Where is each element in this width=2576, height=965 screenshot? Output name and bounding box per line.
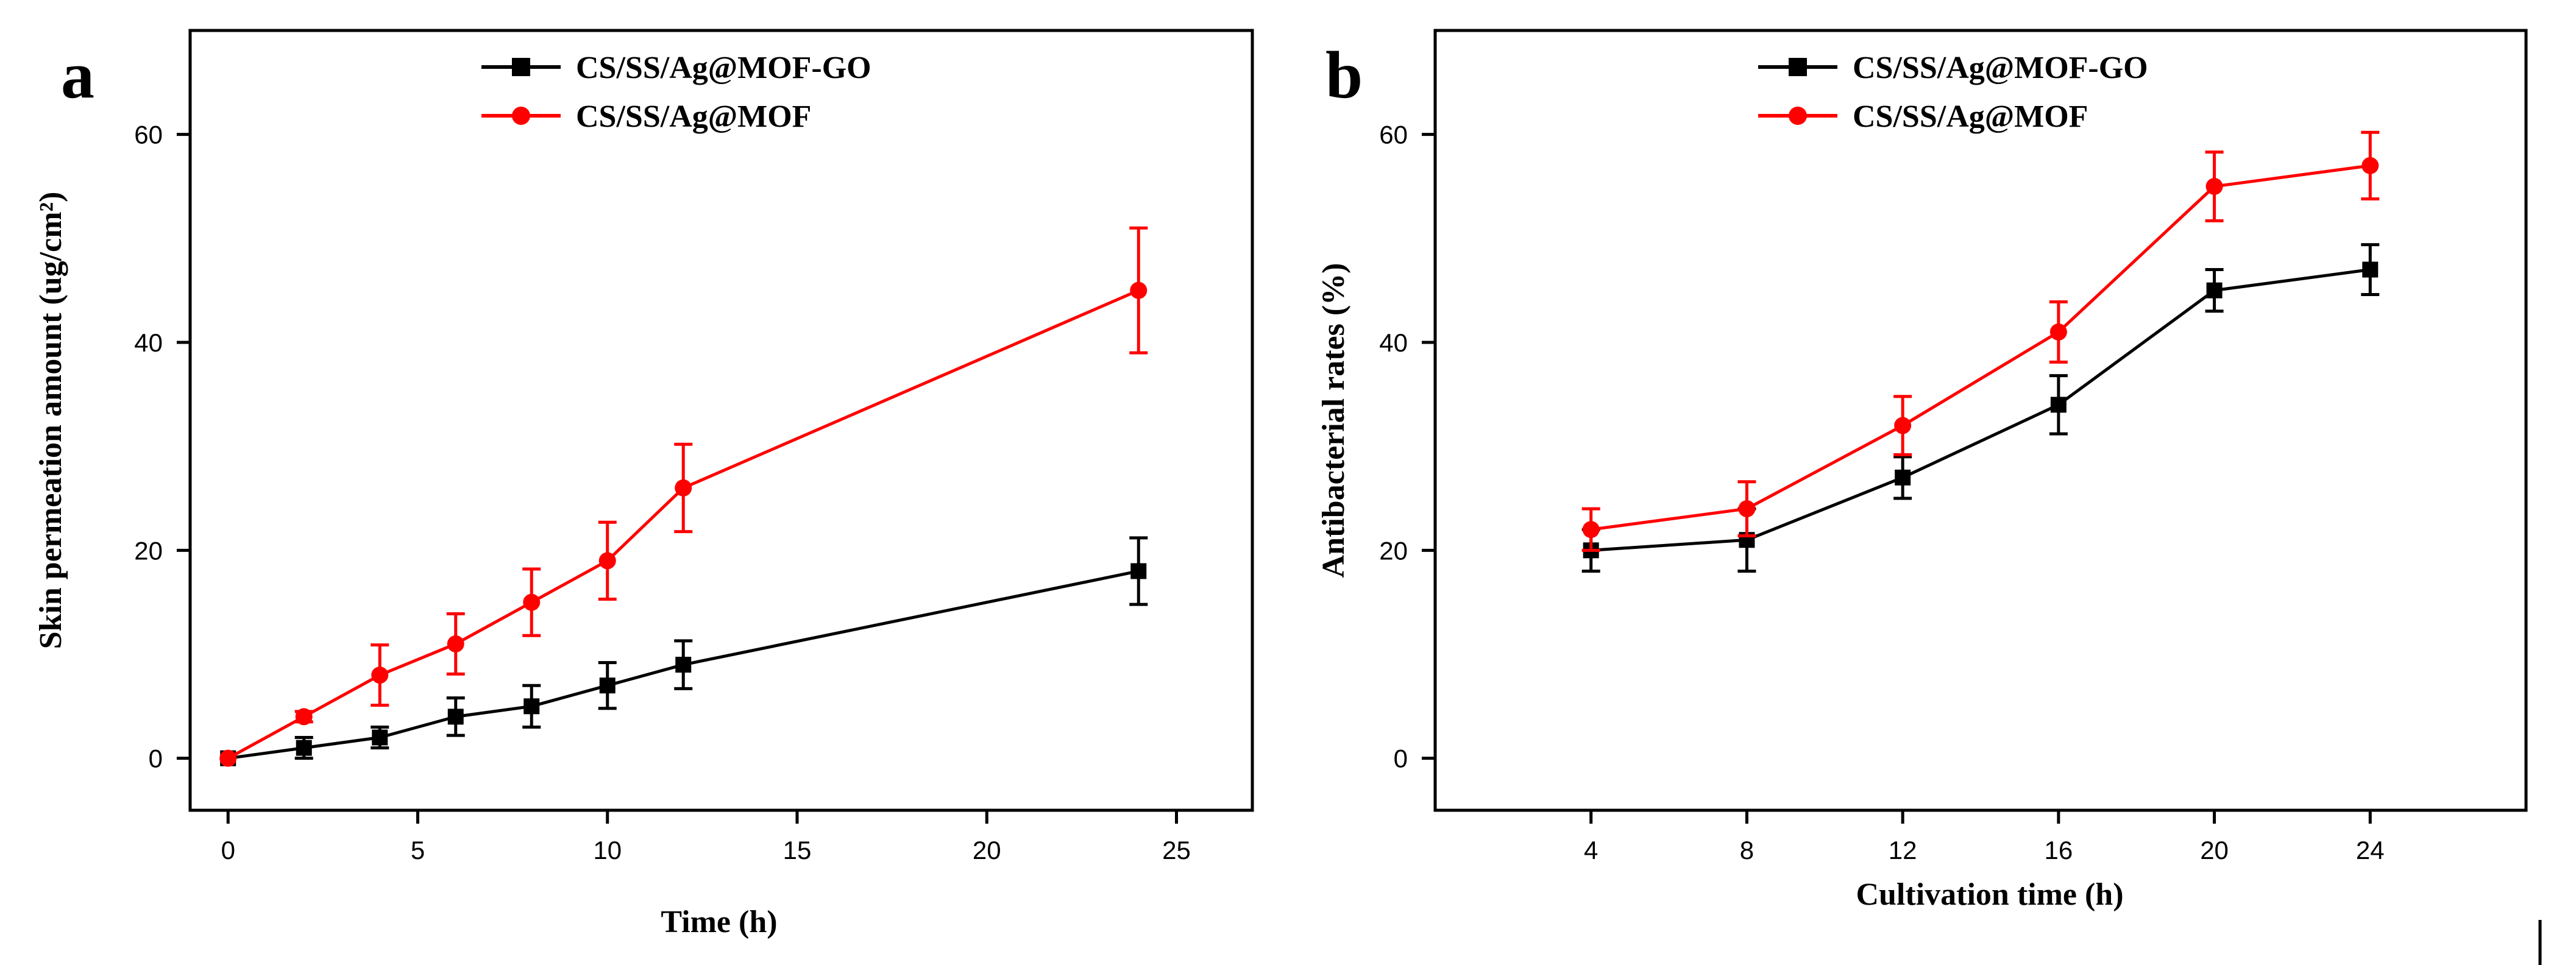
series-line bbox=[1591, 268, 2371, 552]
data-point bbox=[1582, 521, 1600, 539]
legend-square-marker bbox=[1789, 58, 1807, 76]
legend-label-mof: CS/SS/Ag@MOF bbox=[1853, 99, 2088, 134]
panel-b-legend-item-2: CS/SS/Ag@MOF bbox=[1758, 99, 2088, 134]
y-tick-label: 40 bbox=[1379, 328, 1408, 357]
y-tick-label: 40 bbox=[134, 328, 163, 357]
legend-circle-marker bbox=[1789, 107, 1807, 125]
data-point bbox=[371, 666, 389, 684]
x-tick-label: 12 bbox=[1889, 836, 1917, 864]
y-tick-label: 60 bbox=[134, 121, 163, 149]
panel-a-series bbox=[219, 226, 1148, 767]
series-line bbox=[1591, 164, 2371, 531]
legend-square-marker bbox=[512, 58, 530, 76]
y-tick-label: 0 bbox=[1394, 744, 1408, 773]
data-point bbox=[2362, 261, 2379, 278]
x-tick-label: 4 bbox=[1584, 836, 1598, 864]
data-point bbox=[523, 593, 541, 611]
panel-b-y-axis-title: Antibacterial rates (%) bbox=[1316, 263, 1351, 578]
legend-circle-marker bbox=[512, 107, 530, 125]
x-tick-label: 5 bbox=[411, 836, 425, 864]
data-point bbox=[2049, 323, 2067, 341]
series-mof-go bbox=[1581, 243, 2380, 573]
legend-label-mof: CS/SS/Ag@MOF bbox=[576, 99, 811, 134]
legend-label-mof-go: CS/SS/Ag@MOF-GO bbox=[1853, 51, 2148, 85]
panel-a-legend-item-1: CS/SS/Ag@MOF-GO bbox=[481, 51, 871, 85]
series-mof-go bbox=[220, 536, 1148, 766]
data-point bbox=[523, 698, 540, 715]
x-tick-label: 15 bbox=[783, 836, 812, 864]
x-tick-label: 8 bbox=[1740, 836, 1754, 864]
series-line bbox=[227, 289, 1140, 760]
data-point bbox=[447, 635, 464, 652]
legend-label-mof-go: CS/SS/Ag@MOF-GO bbox=[576, 51, 871, 85]
panel-b-plot-frame bbox=[1433, 29, 2528, 812]
x-tick-label: 25 bbox=[1162, 836, 1191, 864]
y-tick-label: 20 bbox=[134, 536, 163, 565]
series-line bbox=[227, 570, 1139, 760]
data-point bbox=[1895, 469, 1911, 486]
panel-a-legend: CS/SS/Ag@MOF-GO CS/SS/Ag@MOF bbox=[481, 51, 871, 134]
data-point bbox=[675, 479, 692, 497]
panel-b-series bbox=[1581, 130, 2380, 573]
panel-a-letter: a bbox=[61, 38, 94, 112]
x-tick-label: 24 bbox=[2356, 836, 2385, 864]
panel-b: b 4 8 12 16 20 24 0 20 40 60 CS/SS/Ag@MOF-GO CS/S… bbox=[1316, 29, 2528, 912]
data-point bbox=[219, 749, 237, 767]
panel-a-y-axis-title: Skin permeation amount (ug/cm²) bbox=[34, 192, 68, 649]
data-point bbox=[599, 677, 616, 694]
data-point bbox=[2206, 282, 2223, 299]
data-point bbox=[2050, 397, 2067, 413]
panel-a: a 0 5 10 15 20 25 0 20 40 60 CS/SS/Ag@MOF-GO CS/S… bbox=[34, 29, 1254, 939]
data-point bbox=[447, 709, 464, 725]
series-mof bbox=[219, 226, 1148, 767]
x-tick-label: 0 bbox=[221, 836, 235, 864]
data-point bbox=[295, 708, 313, 726]
data-point bbox=[296, 740, 312, 756]
x-tick-label: 16 bbox=[2044, 836, 2073, 864]
y-tick-label: 20 bbox=[1379, 536, 1408, 565]
x-tick-label: 10 bbox=[593, 836, 622, 864]
data-point bbox=[675, 657, 692, 673]
panel-a-x-axis-title: Time (h) bbox=[661, 905, 777, 939]
panel-a-legend-item-2: CS/SS/Ag@MOF bbox=[481, 99, 811, 134]
x-tick-label: 20 bbox=[973, 836, 1001, 864]
y-tick-label: 0 bbox=[149, 744, 163, 773]
panel-b-x-axis-title: Cultivation time (h) bbox=[1856, 877, 2123, 912]
panel-b-ticks: 4 8 12 16 20 24 0 20 40 60 bbox=[1379, 121, 2384, 864]
data-point bbox=[598, 552, 616, 570]
y-tick-label: 60 bbox=[1379, 121, 1408, 149]
data-point bbox=[1130, 563, 1147, 579]
panel-b-legend-item-1: CS/SS/Ag@MOF-GO bbox=[1758, 51, 2148, 85]
data-point bbox=[1130, 281, 1148, 299]
panel-a-plot-frame bbox=[188, 29, 1254, 812]
data-point bbox=[372, 729, 388, 746]
panel-b-legend: CS/SS/Ag@MOF-GO CS/SS/Ag@MOF bbox=[1758, 51, 2148, 134]
series-mof bbox=[1581, 130, 2380, 552]
data-point bbox=[1738, 500, 1756, 518]
x-tick-label: 20 bbox=[2200, 836, 2229, 864]
panel-a-ticks: 0 5 10 15 20 25 0 20 40 60 bbox=[134, 121, 1191, 864]
data-point bbox=[1894, 417, 1912, 434]
panel-b-letter: b bbox=[1325, 38, 1363, 112]
data-point bbox=[2205, 178, 2223, 195]
data-point bbox=[2361, 157, 2379, 174]
